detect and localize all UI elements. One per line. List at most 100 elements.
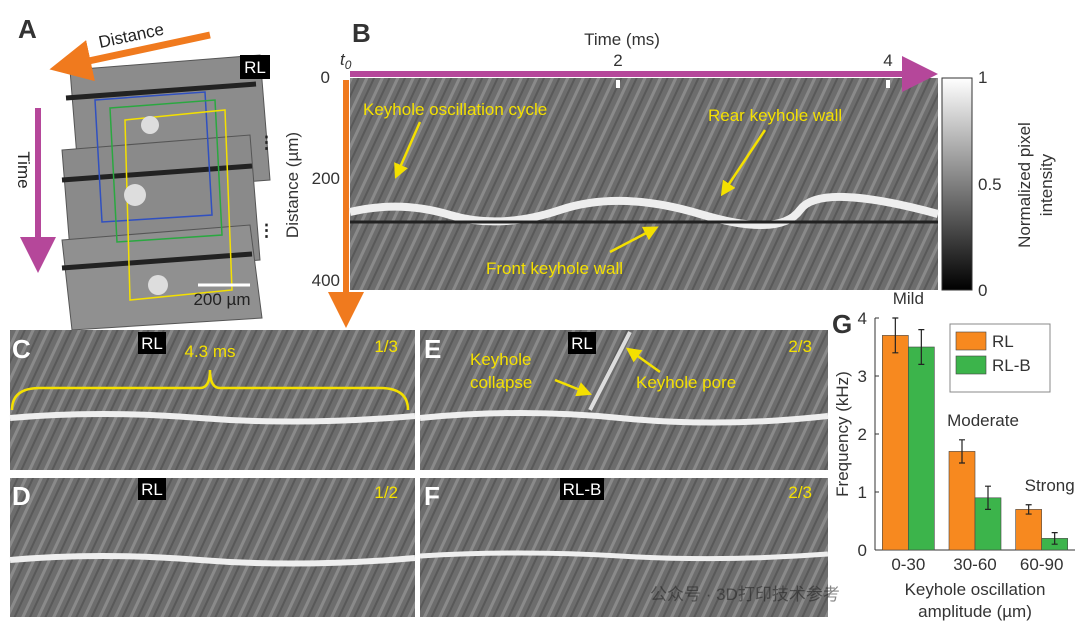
- panel-label: C: [12, 334, 31, 364]
- tag-bg: [138, 478, 166, 500]
- panel-b: B Time (ms) t0 2 4 0 200 400 Distance (µ…: [283, 18, 1056, 328]
- fraction: 2/3: [788, 483, 812, 502]
- kymograph: [10, 478, 415, 617]
- legend-label: RL: [992, 332, 1014, 351]
- keyhole-band: [9, 553, 416, 567]
- panel-c: C RL 4.3 ms 1/3: [9, 330, 416, 470]
- panel-label: F: [424, 481, 440, 511]
- panel-label: A: [18, 14, 37, 44]
- pore-trace: [588, 331, 632, 411]
- keyhole: [124, 184, 146, 206]
- x-axis-label: amplitude (µm): [918, 602, 1032, 621]
- fraction: 2/3: [788, 337, 812, 356]
- error-bar: [918, 329, 925, 365]
- time-label: Time: [14, 151, 33, 188]
- panel-d: D RL 1/2: [9, 478, 416, 617]
- bracket: [10, 369, 410, 411]
- kymograph: [350, 78, 938, 290]
- keyhole: [148, 275, 168, 295]
- bar: [1015, 509, 1042, 551]
- annotation-arrow: [625, 347, 661, 374]
- annotation: Rear keyhole wall: [708, 106, 842, 125]
- bar: [882, 335, 909, 551]
- annotation-arrow: [609, 226, 659, 254]
- roi: [94, 91, 213, 223]
- annotation-arrow: [394, 121, 422, 179]
- x-tick-label: 60-90: [1020, 555, 1063, 574]
- watermark: 公众号 · 3D打印技术参考: [650, 585, 840, 604]
- annotation: Moderate: [947, 411, 1019, 430]
- ellipsis: ⋮: [258, 221, 275, 240]
- annotation: Keyhole oscillation cycle: [363, 100, 547, 119]
- error-bar: [959, 439, 965, 464]
- colorbar: [941, 77, 973, 291]
- y-tick-label: 0: [858, 541, 867, 560]
- track: [65, 81, 257, 101]
- annotation: Mild: [893, 289, 924, 308]
- scale-label: 200 µm: [193, 290, 250, 309]
- tag: RL: [141, 334, 163, 353]
- duration: 4.3 ms: [184, 342, 235, 361]
- colorbar-tick: 1: [978, 68, 987, 87]
- x-tick-label: 4: [883, 51, 892, 70]
- t0-label: t0: [340, 50, 352, 72]
- panel-label: D: [12, 481, 31, 511]
- colorbar-label: intensity: [1037, 153, 1056, 216]
- tag-bg: [138, 332, 166, 354]
- annotation-arrow: [720, 129, 767, 197]
- legend-label: RL-B: [992, 356, 1031, 375]
- y-tick-label: 4: [858, 309, 867, 328]
- kymograph: [420, 330, 828, 470]
- keyhole-band: [349, 192, 940, 230]
- tag: RL: [141, 480, 163, 499]
- track: [61, 163, 253, 183]
- bar: [974, 497, 1002, 551]
- tag: RL: [244, 58, 266, 77]
- y-tick-label: 2: [858, 425, 867, 444]
- tick: [616, 80, 620, 88]
- colorbar-tick: 0.5: [978, 175, 1002, 194]
- fraction: 1/3: [374, 337, 398, 356]
- fraction: 1/2: [374, 483, 398, 502]
- y-tick-label: 200: [312, 169, 340, 188]
- kymograph: [420, 478, 828, 617]
- tag: RL-B: [563, 480, 602, 499]
- kymograph: [10, 330, 415, 470]
- x-axis-label: Keyhole oscillation: [905, 580, 1046, 599]
- y-tick-label: 1: [858, 483, 867, 502]
- keyhole-band: [419, 550, 829, 562]
- colorbar-label: Normalized pixel: [1015, 122, 1034, 248]
- ellipsis: ⋮: [258, 133, 275, 152]
- roi: [109, 99, 223, 243]
- tick: [886, 80, 890, 88]
- error-bar: [892, 317, 899, 354]
- error-bar: [985, 485, 991, 510]
- panel-a: A Distance Time RL ⋮ ⋮ 200 µm: [14, 14, 275, 331]
- annotation-arrow: [554, 378, 592, 397]
- annotation: Strong: [1025, 476, 1075, 495]
- legend-swatch: [955, 331, 987, 351]
- x-tick-label: 30-60: [953, 555, 996, 574]
- panel-label: G: [832, 309, 852, 339]
- distance-arrow: [49, 31, 211, 82]
- annotation: Keyhole: [470, 350, 531, 369]
- panel-e: E RL Keyhole collapse Keyhole pore 2/3: [419, 330, 829, 470]
- panel-f: F RL-B 2/3: [419, 478, 829, 617]
- y-tick-label: 3: [858, 367, 867, 386]
- colorbar-tick: 0: [978, 281, 987, 300]
- tag-bg: [240, 55, 270, 79]
- keyhole-band: [419, 410, 829, 426]
- annotation: Keyhole pore: [636, 373, 736, 392]
- roi: [124, 109, 233, 301]
- tag-bg: [568, 332, 596, 354]
- keyhole: [141, 116, 159, 134]
- y-tick-label: 400: [312, 271, 340, 290]
- x-tick-label: 2: [613, 51, 622, 70]
- y-tick-label: 0: [321, 68, 330, 87]
- error-bar: [1025, 504, 1032, 515]
- annotation: Front keyhole wall: [486, 259, 623, 278]
- tag: RL: [571, 334, 593, 353]
- annotation: collapse: [470, 373, 532, 392]
- y-axis-label: Frequency (kHz): [833, 371, 852, 497]
